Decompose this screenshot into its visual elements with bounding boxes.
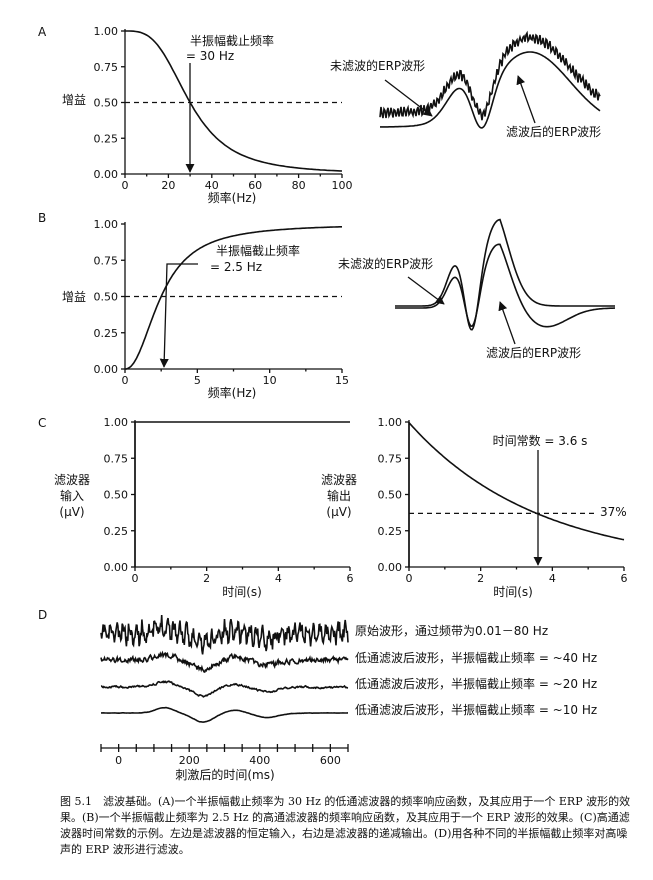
panel-b-erp-unfiltered-label: 未滤波的ERP波形: [338, 256, 433, 271]
x-tick-label: 0: [122, 374, 129, 387]
x-tick-label: 4: [549, 572, 556, 585]
x-tick-label: 15: [335, 374, 349, 387]
panel-d-trace-label-20hz: 低通滤波后波形，半振幅截止频率 = ~20 Hz: [355, 676, 597, 691]
y-tick-label: 1.00: [378, 416, 403, 429]
x-tick-label: 80: [292, 179, 306, 192]
panel-b-cutoff-arrow: [159, 263, 198, 368]
panel-c-input-ylabel-1: 滤波器: [54, 473, 90, 487]
panel-a-unfiltered-arrow: [384, 79, 433, 117]
panel-b-ylabel: 增益: [62, 290, 86, 304]
y-tick-label: 0.00: [378, 561, 403, 574]
y-tick-label: 0.25: [94, 327, 119, 340]
x-tick-label: 200: [179, 754, 200, 767]
x-tick-label: 100: [332, 179, 353, 192]
x-tick-label: 5: [194, 374, 201, 387]
panel-b-gain-plot: 0.00 0.25 0.50 0.75 1.00 0 5 10 15: [94, 218, 350, 387]
panel-c-input-ylabel-3: (μV): [59, 505, 84, 519]
panel-d-trace-raw: [100, 614, 349, 655]
panel-a-cutoff-label-2: = 30 Hz: [186, 49, 234, 63]
x-tick-label: 20: [161, 179, 175, 192]
panel-c-input-plot: 0.00 0.25 0.50 0.75 1.00 0 2 4 6: [104, 416, 354, 585]
y-tick-label: 0.00: [94, 168, 119, 181]
panel-d-trace-20hz: [100, 680, 349, 698]
panel-a-erp-filtered-label: 滤波后的ERP波形: [506, 124, 601, 139]
panel-a-erp: [379, 30, 601, 129]
panel-a-erp-unfiltered: [379, 30, 601, 121]
series-line: [134, 421, 350, 567]
panel-a-cutoff-label-1: 半振幅截止频率: [190, 33, 274, 48]
panel-b-erp-filtered-label: 滤波后的ERP波形: [486, 345, 581, 360]
y-tick-label: 0.50: [94, 291, 119, 304]
figure-caption: 图 5.1 滤波基础。(A)一个半振幅截止频率为 30 Hz 的低通滤波器的频率…: [60, 795, 631, 856]
y-tick-label: 0.75: [104, 452, 129, 465]
panel-c-output-ylabel-2: 输出: [327, 488, 351, 503]
x-tick-label: 0: [122, 179, 129, 192]
panel-a-filtered-arrow: [516, 75, 536, 124]
y-tick-label: 0.50: [94, 97, 119, 110]
panel-label-c: C: [38, 416, 46, 430]
y-tick-label: 0.25: [94, 132, 119, 145]
y-tick-label: 0.25: [104, 525, 129, 538]
panel-d-trace-label-10hz: 低通滤波后波形，半振幅截止频率 = ~10 Hz: [355, 702, 597, 717]
panel-label-b: B: [38, 211, 46, 225]
y-tick-label: 1.00: [94, 218, 119, 231]
panel-d-trace-label-raw: 原始波形，通过频带为0.01－80 Hz: [355, 624, 548, 638]
x-tick-label: 600: [320, 754, 341, 767]
panel-b-xlabel: 频率(Hz): [208, 385, 257, 400]
y-tick-label: 0.50: [104, 489, 129, 502]
x-tick-label: 0: [406, 572, 413, 585]
panel-d-trace-10hz: [101, 706, 348, 723]
panel-d-trace-40hz: [100, 650, 349, 673]
panel-c-time-constant-label: 时间常数 = 3.6 s: [493, 433, 588, 448]
x-tick-label: 6: [621, 572, 628, 585]
panel-b-erp: [395, 218, 615, 331]
series-line: [125, 30, 343, 172]
x-tick-label: 60: [248, 179, 262, 192]
panel-b-cutoff-label-2: = 2.5 Hz: [210, 260, 262, 274]
panel-c-input-ylabel-2: 输入: [60, 488, 84, 503]
panel-c-percent-label: 37%: [600, 505, 627, 519]
panel-a-gain-plot: 0.00 0.25 0.50 0.75 1.00 0 20 40 60 80 100: [94, 25, 353, 192]
panel-d-trace-label-40hz: 低通滤波后波形，半振幅截止频率 = ~40 Hz: [355, 650, 597, 665]
x-tick-label: 2: [203, 572, 210, 585]
panel-d-xlabel: 刺激后的时间(ms): [175, 767, 274, 782]
y-tick-label: 1.00: [94, 25, 119, 38]
panel-b-erp-unfiltered: [395, 218, 615, 331]
y-tick-label: 0.00: [104, 561, 129, 574]
panel-a-erp-unfiltered-label: 未滤波的ERP波形: [330, 58, 425, 73]
panel-a-ylabel: 增益: [62, 93, 86, 107]
panel-b-cutoff-label-1: 半振幅截止频率: [216, 243, 300, 258]
x-tick-label: 2: [477, 572, 484, 585]
y-tick-label: 1.00: [104, 416, 129, 429]
panel-c-output-plot: 0.00 0.25 0.50 0.75 1.00 0 2 4 6: [378, 416, 628, 585]
x-tick-label: 4: [275, 572, 282, 585]
x-tick-label: 40: [205, 179, 219, 192]
y-tick-label: 0.75: [378, 452, 403, 465]
y-tick-label: 0.75: [94, 61, 119, 74]
x-tick-label: 400: [249, 754, 270, 767]
panel-label-d: D: [38, 608, 47, 622]
panel-d-waveforms: 0 200 400 600: [100, 614, 349, 767]
y-tick-label: 0.00: [94, 363, 119, 376]
x-tick-label: 0: [132, 572, 139, 585]
panel-a-xlabel: 频率(Hz): [208, 190, 257, 205]
panel-b-filtered-arrow: [498, 301, 516, 345]
panel-c-output-ylabel-3: (μV): [326, 505, 351, 519]
y-tick-label: 0.50: [378, 489, 403, 502]
y-tick-label: 0.75: [94, 254, 119, 267]
panel-b-unfiltered-arrow: [407, 276, 445, 305]
panel-c-output-xlabel: 时间(s): [493, 585, 533, 599]
y-tick-label: 0.25: [378, 525, 403, 538]
panel-a-erp-filtered: [380, 51, 601, 129]
series-line: [408, 422, 625, 567]
panel-label-a: A: [38, 25, 47, 39]
x-tick-label: 10: [263, 374, 277, 387]
x-tick-label: 0: [115, 754, 122, 767]
panel-c-output-ylabel-1: 滤波器: [321, 473, 357, 487]
x-tick-label: 6: [347, 572, 354, 585]
panel-c-input-xlabel: 时间(s): [222, 585, 262, 599]
panel-b-erp-filtered: [395, 243, 615, 328]
